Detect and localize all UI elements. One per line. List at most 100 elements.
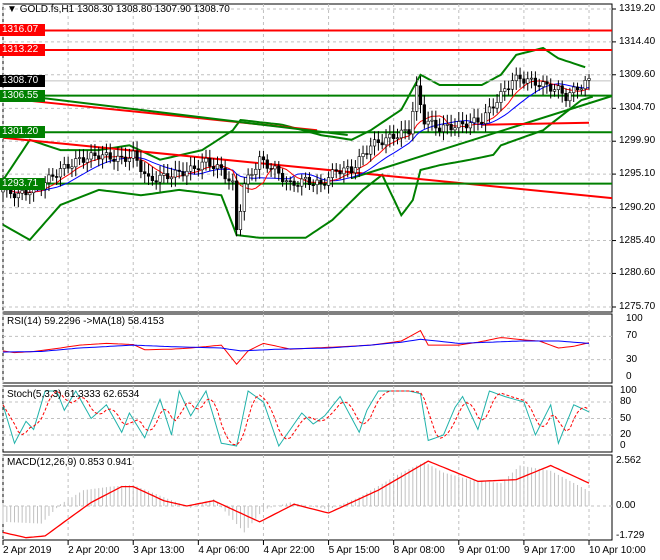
- candle-body: [357, 156, 361, 168]
- price-axis-label: 1290.20: [619, 201, 656, 213]
- main-chart-title: ▼ GOLD.fs,H1 1308.30 1308.80 1307.90 130…: [7, 4, 230, 15]
- level-price-badge: 1316.07: [0, 24, 45, 37]
- macd-axis-label: 2.562: [616, 454, 642, 466]
- candle-body: [372, 139, 377, 147]
- trendline: [2, 92, 348, 137]
- stoch-axis-label: 50: [620, 412, 632, 424]
- price-axis-label: 1295.10: [619, 168, 656, 180]
- candle-body: [380, 142, 384, 146]
- time-label: 9 Apr 17:00: [523, 545, 576, 556]
- candle-body: [97, 155, 101, 160]
- stoch-axis-label: 100: [620, 385, 637, 396]
- candle-body: [422, 104, 426, 125]
- candle-body: [491, 106, 495, 109]
- candle-body: [139, 160, 143, 172]
- candle-body: [484, 112, 488, 124]
- candle-body: [158, 174, 162, 183]
- rsi-axis-label: 30: [626, 353, 638, 365]
- panel-macd: [2, 454, 613, 541]
- candle-body: [127, 157, 131, 162]
- candle-body: [258, 156, 262, 170]
- candle-body: [480, 121, 484, 124]
- candle-body: [284, 180, 289, 183]
- candle-body: [296, 185, 300, 187]
- macd-axis-label: -1.729: [616, 530, 645, 542]
- candle-body: [495, 102, 499, 109]
- candle-body: [365, 153, 369, 155]
- candle-body: [518, 74, 522, 80]
- candle-body: [120, 155, 124, 158]
- candle-body: [537, 85, 541, 88]
- candle-body: [66, 164, 70, 169]
- candle-body: [192, 165, 197, 169]
- macd-signal-line: [2, 460, 590, 539]
- candle-body: [514, 74, 518, 81]
- candle-body: [89, 152, 93, 160]
- candle-body: [185, 170, 189, 177]
- candle-body: [227, 178, 231, 182]
- candle-body: [62, 164, 66, 169]
- price-axis-label: 1304.70: [619, 102, 656, 114]
- candle-body: [415, 85, 419, 112]
- candle-body: [154, 180, 158, 183]
- candle-body: [204, 157, 208, 163]
- ohlc-readout: 1308.30 1308.80 1307.90 1308.70: [76, 4, 230, 15]
- stoch-main-line: [2, 389, 590, 448]
- candle-body: [583, 79, 587, 90]
- candle-body: [16, 193, 20, 199]
- trendline: [2, 136, 613, 200]
- candle-body: [587, 78, 591, 81]
- candle-body: [438, 127, 442, 132]
- candle-body: [100, 154, 105, 160]
- rsi-axis-label: 100: [626, 313, 643, 324]
- macd-title: MACD(12,26,9) 0.853 0.941: [7, 457, 133, 468]
- candle-body: [411, 111, 415, 135]
- price-axis-label: 1314.40: [619, 35, 656, 47]
- candle-body: [472, 117, 476, 123]
- price-axis-label: 1285.40: [619, 234, 656, 246]
- candle-body: [173, 169, 177, 178]
- symbol-title: GOLD.fs,H1: [19, 4, 75, 15]
- candle-body: [457, 121, 461, 129]
- rsi-title: RSI(14) 59.2296 ->MA(18) 58.4153: [7, 316, 165, 327]
- stoch-axis-label: 80: [620, 396, 632, 407]
- macd-axis-label: 0.00: [616, 500, 636, 511]
- candle-body: [407, 129, 411, 135]
- time-label: 4 Apr 22:00: [263, 545, 315, 556]
- candle-body: [549, 83, 553, 92]
- candle-body: [361, 153, 365, 157]
- candle-body: [93, 152, 97, 157]
- rsi-ma-line: [2, 338, 590, 353]
- candle-body: [58, 168, 63, 178]
- stoch-axis-label: 20: [620, 429, 632, 440]
- price-axis-label: 1275.70: [619, 301, 656, 312]
- rsi-axis-label: 0: [626, 371, 632, 382]
- candle-body: [254, 168, 258, 175]
- time-label: 9 Apr 01:00: [458, 545, 510, 556]
- candle-body: [418, 85, 423, 105]
- candle-body: [116, 155, 120, 162]
- candle-body: [384, 137, 388, 146]
- candle-body: [522, 78, 526, 84]
- candle-body: [506, 88, 511, 91]
- candle-body: [552, 89, 557, 92]
- moving-average-slow: [2, 83, 589, 193]
- moving-average-fast: [2, 80, 590, 193]
- candle-body: [487, 106, 492, 114]
- candle-body: [219, 164, 223, 169]
- candle-body: [162, 173, 166, 176]
- panel-main: [2, 3, 613, 313]
- candle-body: [277, 165, 281, 174]
- candle-body: [568, 92, 572, 102]
- candle-body: [392, 133, 396, 139]
- candle-body: [430, 119, 434, 122]
- price-axis-label: 1299.90: [619, 135, 656, 147]
- candle-body: [579, 88, 583, 91]
- price-axis-label: 1280.60: [619, 267, 656, 279]
- candle-body: [468, 122, 472, 129]
- candle-body: [376, 139, 380, 144]
- candle-body: [235, 180, 239, 231]
- candle-body: [166, 173, 170, 180]
- candle-body: [353, 167, 357, 174]
